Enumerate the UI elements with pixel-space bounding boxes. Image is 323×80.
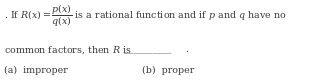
- Text: __________: __________: [124, 45, 172, 54]
- Text: common factors, then $R$ is: common factors, then $R$ is: [4, 45, 131, 56]
- Text: (b)  proper: (b) proper: [142, 66, 194, 75]
- Text: . If $R(x) = \dfrac{p(x)}{q(x)}$ is a rational function and if $p$ and $q$ have : . If $R(x) = \dfrac{p(x)}{q(x)}$ is a ra…: [4, 2, 287, 29]
- Text: (a)  improper: (a) improper: [4, 66, 68, 75]
- Text: .: .: [185, 45, 188, 54]
